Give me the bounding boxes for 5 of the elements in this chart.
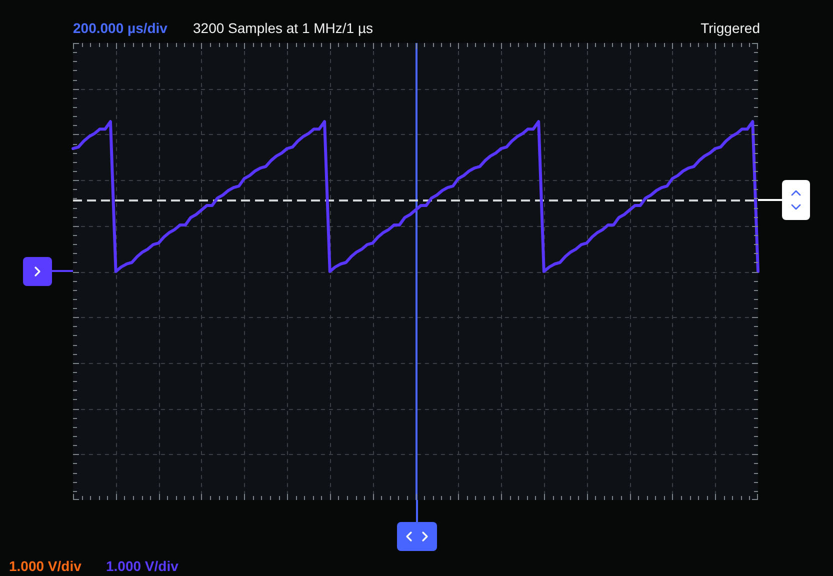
text: 200.000 µs/div — [73, 20, 168, 36]
text: Triggered — [700, 20, 760, 36]
text: 1.000 V/div — [9, 558, 82, 574]
text: 1.000 V/div — [106, 558, 179, 574]
text: 3200 Samples at 1 MHz/1 µs — [193, 20, 374, 36]
